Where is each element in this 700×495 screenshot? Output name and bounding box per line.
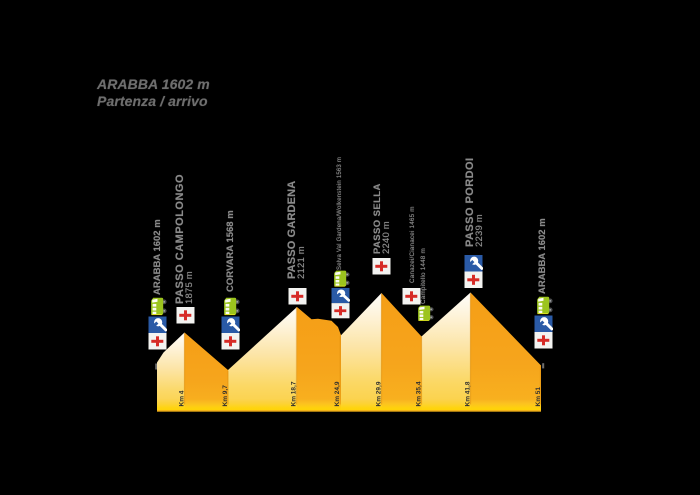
svg-text:Km 51: Km 51 bbox=[535, 387, 542, 407]
svg-text:Km 9,7: Km 9,7 bbox=[222, 385, 229, 407]
svg-text:Km 4: Km 4 bbox=[179, 390, 186, 406]
svg-text:Km 41,8: Km 41,8 bbox=[465, 381, 472, 406]
svg-text:Km 18,7: Km 18,7 bbox=[291, 381, 298, 406]
svg-text:Km 29,9: Km 29,9 bbox=[376, 381, 383, 406]
svg-text:Km 35,4: Km 35,4 bbox=[416, 381, 423, 406]
svg-text:Km 24,9: Km 24,9 bbox=[334, 381, 341, 406]
